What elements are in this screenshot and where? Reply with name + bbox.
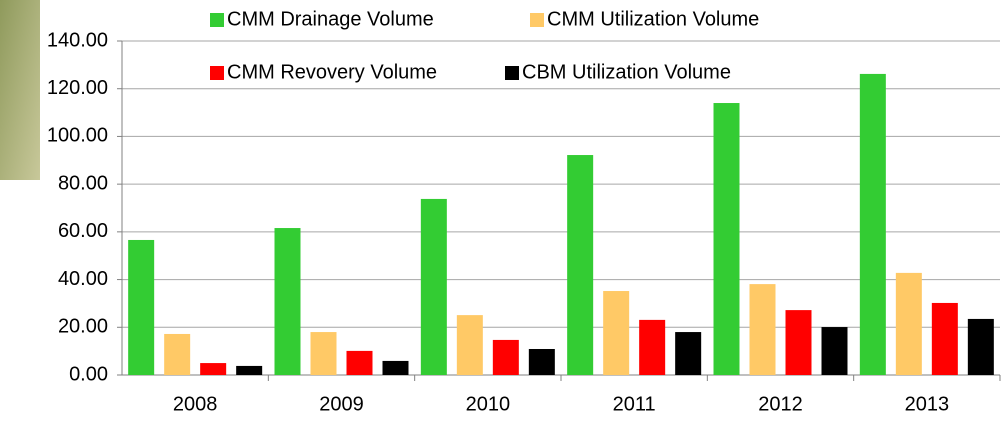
legend-label: CBM Utilization Volume	[522, 61, 731, 83]
bar	[164, 334, 190, 375]
y-tick-label: 40.00	[58, 268, 108, 290]
bar	[275, 228, 301, 375]
background-image	[0, 0, 40, 180]
bar	[860, 74, 886, 375]
chart: 0.00 20.00 40.00 60.00 80.00 100.00 120.00 140.…	[0, 0, 1001, 418]
legend-label: CMM Drainage Volume	[227, 8, 434, 30]
bar	[128, 240, 154, 375]
x-tick-label: 2011	[613, 393, 656, 415]
bar	[457, 315, 483, 375]
legend-swatch	[530, 13, 544, 27]
y-tick-label: 100.00	[47, 125, 108, 147]
y-tick-label: 80.00	[58, 172, 108, 194]
bar	[421, 199, 447, 375]
bar	[896, 273, 922, 375]
bar	[968, 319, 994, 375]
legend-swatch	[210, 66, 224, 80]
bar	[675, 332, 701, 375]
legend-swatch	[210, 13, 224, 27]
y-tick-label: 140.00	[47, 29, 108, 51]
bar	[932, 303, 958, 375]
x-tick-label: 2012	[758, 393, 803, 415]
bar	[311, 332, 337, 375]
y-tick-label: 60.00	[58, 220, 108, 242]
bar	[714, 103, 740, 375]
y-tick-label: 20.00	[58, 316, 108, 338]
bar	[639, 320, 665, 375]
bar	[567, 155, 593, 375]
bar	[383, 361, 409, 375]
bar	[529, 349, 555, 375]
x-tick-label: 2013	[905, 393, 950, 415]
x-tick-label: 2008	[173, 393, 218, 415]
bar	[493, 340, 519, 375]
x-tick-label: 2009	[319, 393, 364, 415]
legend-label: CMM Utilization Volume	[547, 8, 759, 30]
bar	[750, 284, 776, 375]
bar	[603, 291, 629, 375]
y-tick-label: 0.00	[69, 363, 108, 385]
bar	[236, 366, 262, 375]
legend-swatch	[505, 66, 519, 80]
bar	[822, 327, 848, 375]
legend-label: CMM Revovery Volume	[227, 61, 437, 83]
page: {"chart_data": {"type": "bar", "categori…	[0, 0, 1001, 418]
y-tick-label: 120.00	[47, 77, 108, 99]
bar	[786, 310, 812, 375]
bar	[200, 363, 226, 375]
bar	[347, 351, 373, 375]
x-tick-label: 2010	[466, 393, 511, 415]
